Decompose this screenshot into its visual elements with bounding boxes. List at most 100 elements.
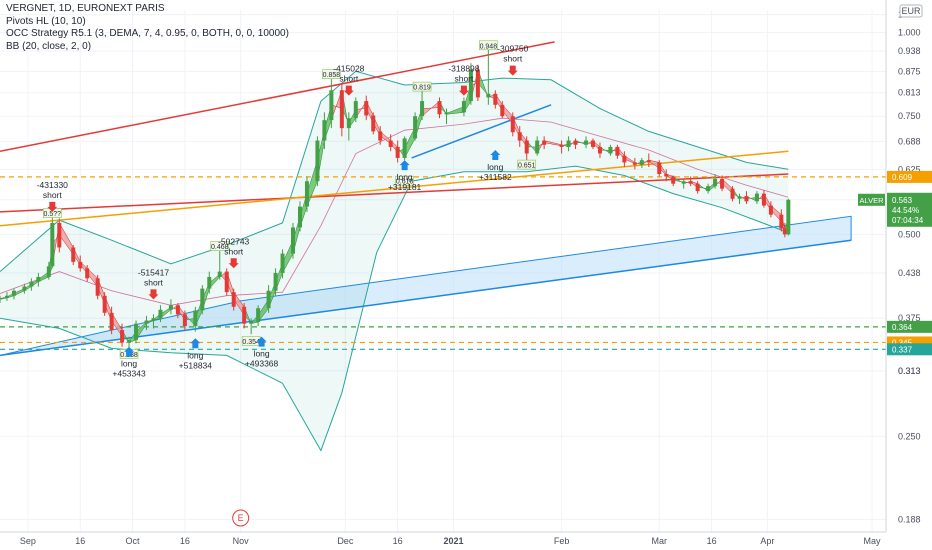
signal-type: short — [454, 74, 474, 84]
candle-body — [280, 253, 285, 273]
candle-body — [4, 295, 9, 298]
currency-box — [899, 4, 923, 18]
pivot-box — [322, 69, 341, 79]
pivot-value: 0.468 — [211, 244, 229, 251]
bb-basis — [0, 117, 789, 306]
signal-amount: -502743 — [218, 236, 249, 246]
indicator-pivots[interactable]: Pivots HL (10, 10) — [6, 15, 86, 27]
level-badge — [887, 170, 932, 183]
pivot-box — [412, 81, 432, 92]
candle-body — [151, 318, 156, 321]
signal-type: long — [487, 162, 503, 172]
candle-body — [713, 178, 718, 187]
y-tick-label: 0.750 — [898, 111, 921, 121]
candle-body — [158, 309, 163, 319]
candle-body — [559, 144, 564, 147]
signal-amount: +493368 — [245, 359, 279, 369]
signal-amount: -309750 — [497, 44, 528, 54]
candle-body — [744, 196, 749, 202]
x-tick-label: 2021 — [443, 536, 463, 546]
candle-body — [706, 186, 711, 192]
signal-amount: +518834 — [179, 360, 213, 370]
signal-type: short — [339, 74, 359, 84]
x-tick-label: 16 — [180, 536, 190, 546]
signal-type: short — [43, 190, 63, 200]
trend-line-red[interactable] — [0, 173, 789, 213]
candle-body — [134, 323, 139, 340]
candle-body — [273, 272, 278, 291]
candle-body — [695, 183, 700, 192]
pivot-box — [517, 159, 537, 170]
y-tick-label: 0.875 — [898, 66, 921, 76]
x-tick-label: May — [864, 536, 882, 546]
candle-body — [22, 286, 27, 291]
candle-body — [681, 181, 686, 184]
short-arrow-icon — [228, 258, 239, 269]
candle-body — [388, 140, 393, 147]
candle-body — [36, 276, 41, 282]
signal-amount: -431330 — [37, 180, 68, 190]
symbol-badge-label: ALVER — [859, 196, 884, 205]
candle-body — [182, 314, 187, 327]
candle-body — [639, 160, 644, 165]
earnings-marker[interactable] — [232, 509, 250, 527]
short-arrow-icon — [507, 65, 518, 76]
indicator-bb[interactable]: BB (20, close, 2, 0) — [6, 40, 92, 52]
candle-body — [517, 132, 522, 141]
candle-body — [0, 297, 2, 300]
candle-body — [364, 101, 369, 116]
signal-amount: +319181 — [388, 182, 422, 192]
candle-body — [207, 276, 212, 289]
y-tick-label: 0.813 — [898, 88, 921, 98]
signal-amount: +453343 — [112, 369, 146, 379]
x-tick-label: Nov — [233, 536, 250, 546]
level-badge — [887, 343, 932, 356]
earnings-marker-label: E — [238, 513, 244, 523]
trend-line-blue[interactable] — [411, 104, 552, 159]
candle-body — [224, 271, 229, 293]
candle-body — [315, 140, 320, 182]
candle-body — [95, 278, 100, 296]
long-arrow-icon — [190, 338, 201, 349]
candle-body — [786, 199, 791, 235]
candle-body — [102, 295, 107, 313]
chart-title[interactable]: VERGNET, 1D, EURONEXT PARIS — [6, 3, 165, 14]
candle-body — [242, 306, 247, 324]
x-tick-label: Mar — [652, 536, 668, 546]
candle-body — [378, 131, 383, 141]
symbol-badge — [858, 193, 885, 206]
long-arrow-icon — [124, 346, 135, 357]
last-price-change: 44.54% — [892, 206, 919, 215]
pivot-value: 0.948 — [480, 43, 498, 50]
signal-amount: -318898 — [448, 64, 479, 74]
candle-body — [11, 290, 16, 296]
candle-body — [231, 292, 236, 307]
candle-body — [29, 281, 34, 287]
signal-amount: -415028 — [333, 64, 364, 74]
signal-type: short — [144, 277, 164, 287]
indicator-occ-strategy[interactable]: OCC Strategy R5.1 (3, DEMA, 7, 4, 0.95, … — [6, 28, 289, 39]
bb-fill — [0, 71, 789, 451]
bb-upper-band — [0, 70, 789, 272]
signal-type: long — [187, 350, 203, 360]
candle-body — [779, 214, 784, 229]
candle-body — [402, 138, 407, 158]
trend-line-blue[interactable] — [0, 239, 852, 357]
candle-body — [339, 90, 344, 129]
horizontal-levels[interactable] — [0, 176, 886, 350]
candle-body — [657, 162, 662, 175]
pivot-value: 0.651 — [518, 163, 536, 170]
trend-line-red[interactable] — [0, 41, 555, 153]
candle-body — [109, 312, 114, 331]
long-arrow-icon — [490, 149, 501, 160]
x-tick-label: 16 — [75, 536, 85, 546]
y-tick-label: 0.688 — [898, 136, 921, 146]
candle-body — [353, 101, 358, 119]
candle-body — [535, 140, 540, 154]
candle-body — [217, 271, 222, 277]
candle-body — [646, 160, 651, 163]
candle-body — [291, 227, 296, 254]
candle-body — [71, 247, 76, 262]
candle-body — [85, 268, 90, 279]
